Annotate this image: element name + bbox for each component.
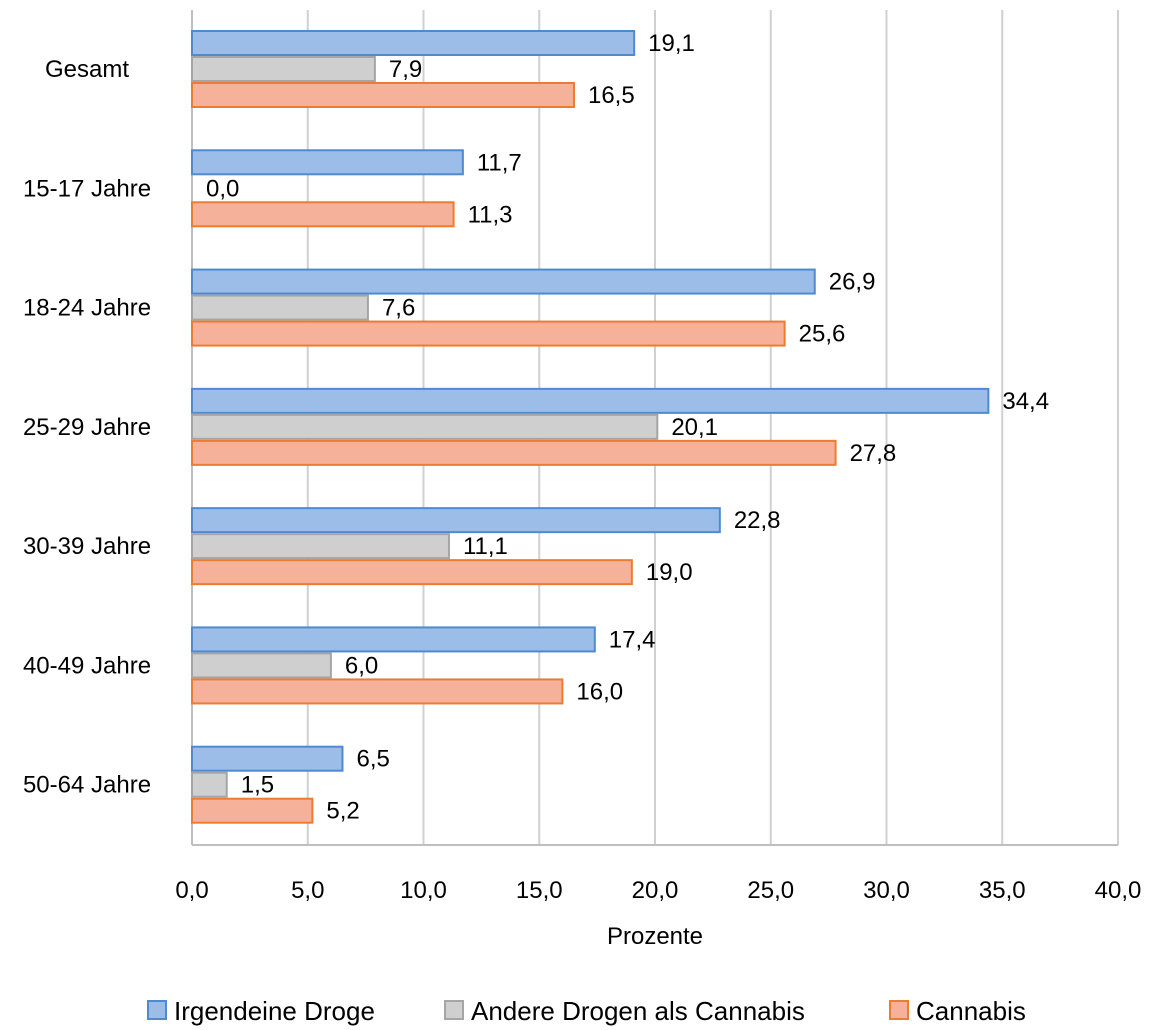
- category-labels: Gesamt 15-17 Jahre 18-24 Jahre 25-29 Jahre 3…: [23, 56, 151, 799]
- x-tick-label: 10,0: [400, 877, 447, 904]
- category-label: 30-39 Jahre: [23, 533, 151, 560]
- bar: [191, 82, 575, 108]
- category-label: 40-49 Jahre: [23, 652, 151, 679]
- bar: [191, 294, 369, 321]
- x-tick-label: 40,0: [1095, 877, 1142, 904]
- x-tick-label: 5,0: [291, 877, 324, 904]
- legend-swatch: [444, 1000, 464, 1020]
- bar: [191, 201, 455, 228]
- data-label: 11,7: [477, 149, 522, 176]
- data-label: 19,0: [646, 559, 693, 586]
- data-label: 16,0: [576, 678, 623, 705]
- data-label: 11,1: [463, 533, 508, 560]
- bar: [191, 507, 721, 534]
- bar: [191, 745, 344, 772]
- data-label: 1,5: [241, 772, 274, 799]
- bar: [191, 320, 786, 347]
- data-label: 11,3: [468, 201, 513, 228]
- category-label: 18-24 Jahre: [23, 295, 151, 322]
- legend-swatch: [147, 1000, 167, 1020]
- data-label: 5,2: [326, 798, 359, 825]
- bar: [191, 413, 659, 440]
- x-axis-title: Prozente: [607, 923, 703, 950]
- x-tick-labels: 0,0 5,0 10,0 15,0 20,0 25,0 30,0 35,0 40,0: [175, 877, 1141, 904]
- category-label: 50-64 Jahre: [23, 772, 151, 799]
- bar: [191, 678, 564, 705]
- bar: [191, 533, 450, 560]
- x-tick-label: 0,0: [175, 877, 208, 904]
- data-label: 6,5: [356, 746, 389, 773]
- bar: [191, 771, 228, 798]
- x-tick-label: 25,0: [747, 877, 794, 904]
- bar: [191, 652, 332, 679]
- data-label: 25,6: [799, 321, 846, 348]
- bar: [191, 626, 596, 653]
- bars: [191, 30, 990, 824]
- data-label: 26,9: [829, 269, 876, 296]
- data-label: 16,5: [588, 82, 635, 109]
- legend-label: Cannabis: [916, 996, 1026, 1026]
- data-label: 17,4: [609, 626, 656, 653]
- x-tick-label: 20,0: [632, 877, 679, 904]
- legend: Irgendeine Droge Andere Drogen als Cannab…: [147, 996, 1026, 1026]
- legend-label: Irgendeine Droge: [174, 996, 375, 1026]
- bar: [191, 268, 816, 295]
- data-label: 27,8: [850, 440, 897, 467]
- data-label: 19,1: [648, 30, 695, 57]
- legend-label: Andere Drogen als Cannabis: [471, 996, 805, 1026]
- data-label: 34,4: [1002, 388, 1049, 415]
- x-tick-label: 30,0: [863, 877, 910, 904]
- bar: [191, 56, 376, 82]
- bar: [191, 559, 633, 586]
- bar: [191, 439, 837, 466]
- data-label: 6,0: [345, 652, 378, 679]
- bar: [191, 30, 636, 56]
- x-tick-label: 35,0: [979, 877, 1026, 904]
- category-label: Gesamt: [45, 56, 129, 83]
- bar: [191, 149, 464, 176]
- data-label: 7,9: [389, 56, 422, 83]
- data-label: 0,0: [206, 175, 239, 202]
- data-label: 20,1: [671, 414, 718, 441]
- data-label: 22,8: [734, 507, 781, 534]
- category-label: 15-17 Jahre: [23, 175, 151, 202]
- category-label: 25-29 Jahre: [23, 414, 151, 441]
- bar: [191, 387, 990, 414]
- data-labels: 19,1 7,9 16,5 11,7 0,0 11,3 26,9 7,6 25,6 34,4 20,…: [206, 30, 1049, 825]
- data-label: 7,6: [382, 295, 415, 322]
- legend-swatch: [889, 1000, 909, 1020]
- x-tick-label: 15,0: [516, 877, 563, 904]
- bar: [191, 797, 314, 824]
